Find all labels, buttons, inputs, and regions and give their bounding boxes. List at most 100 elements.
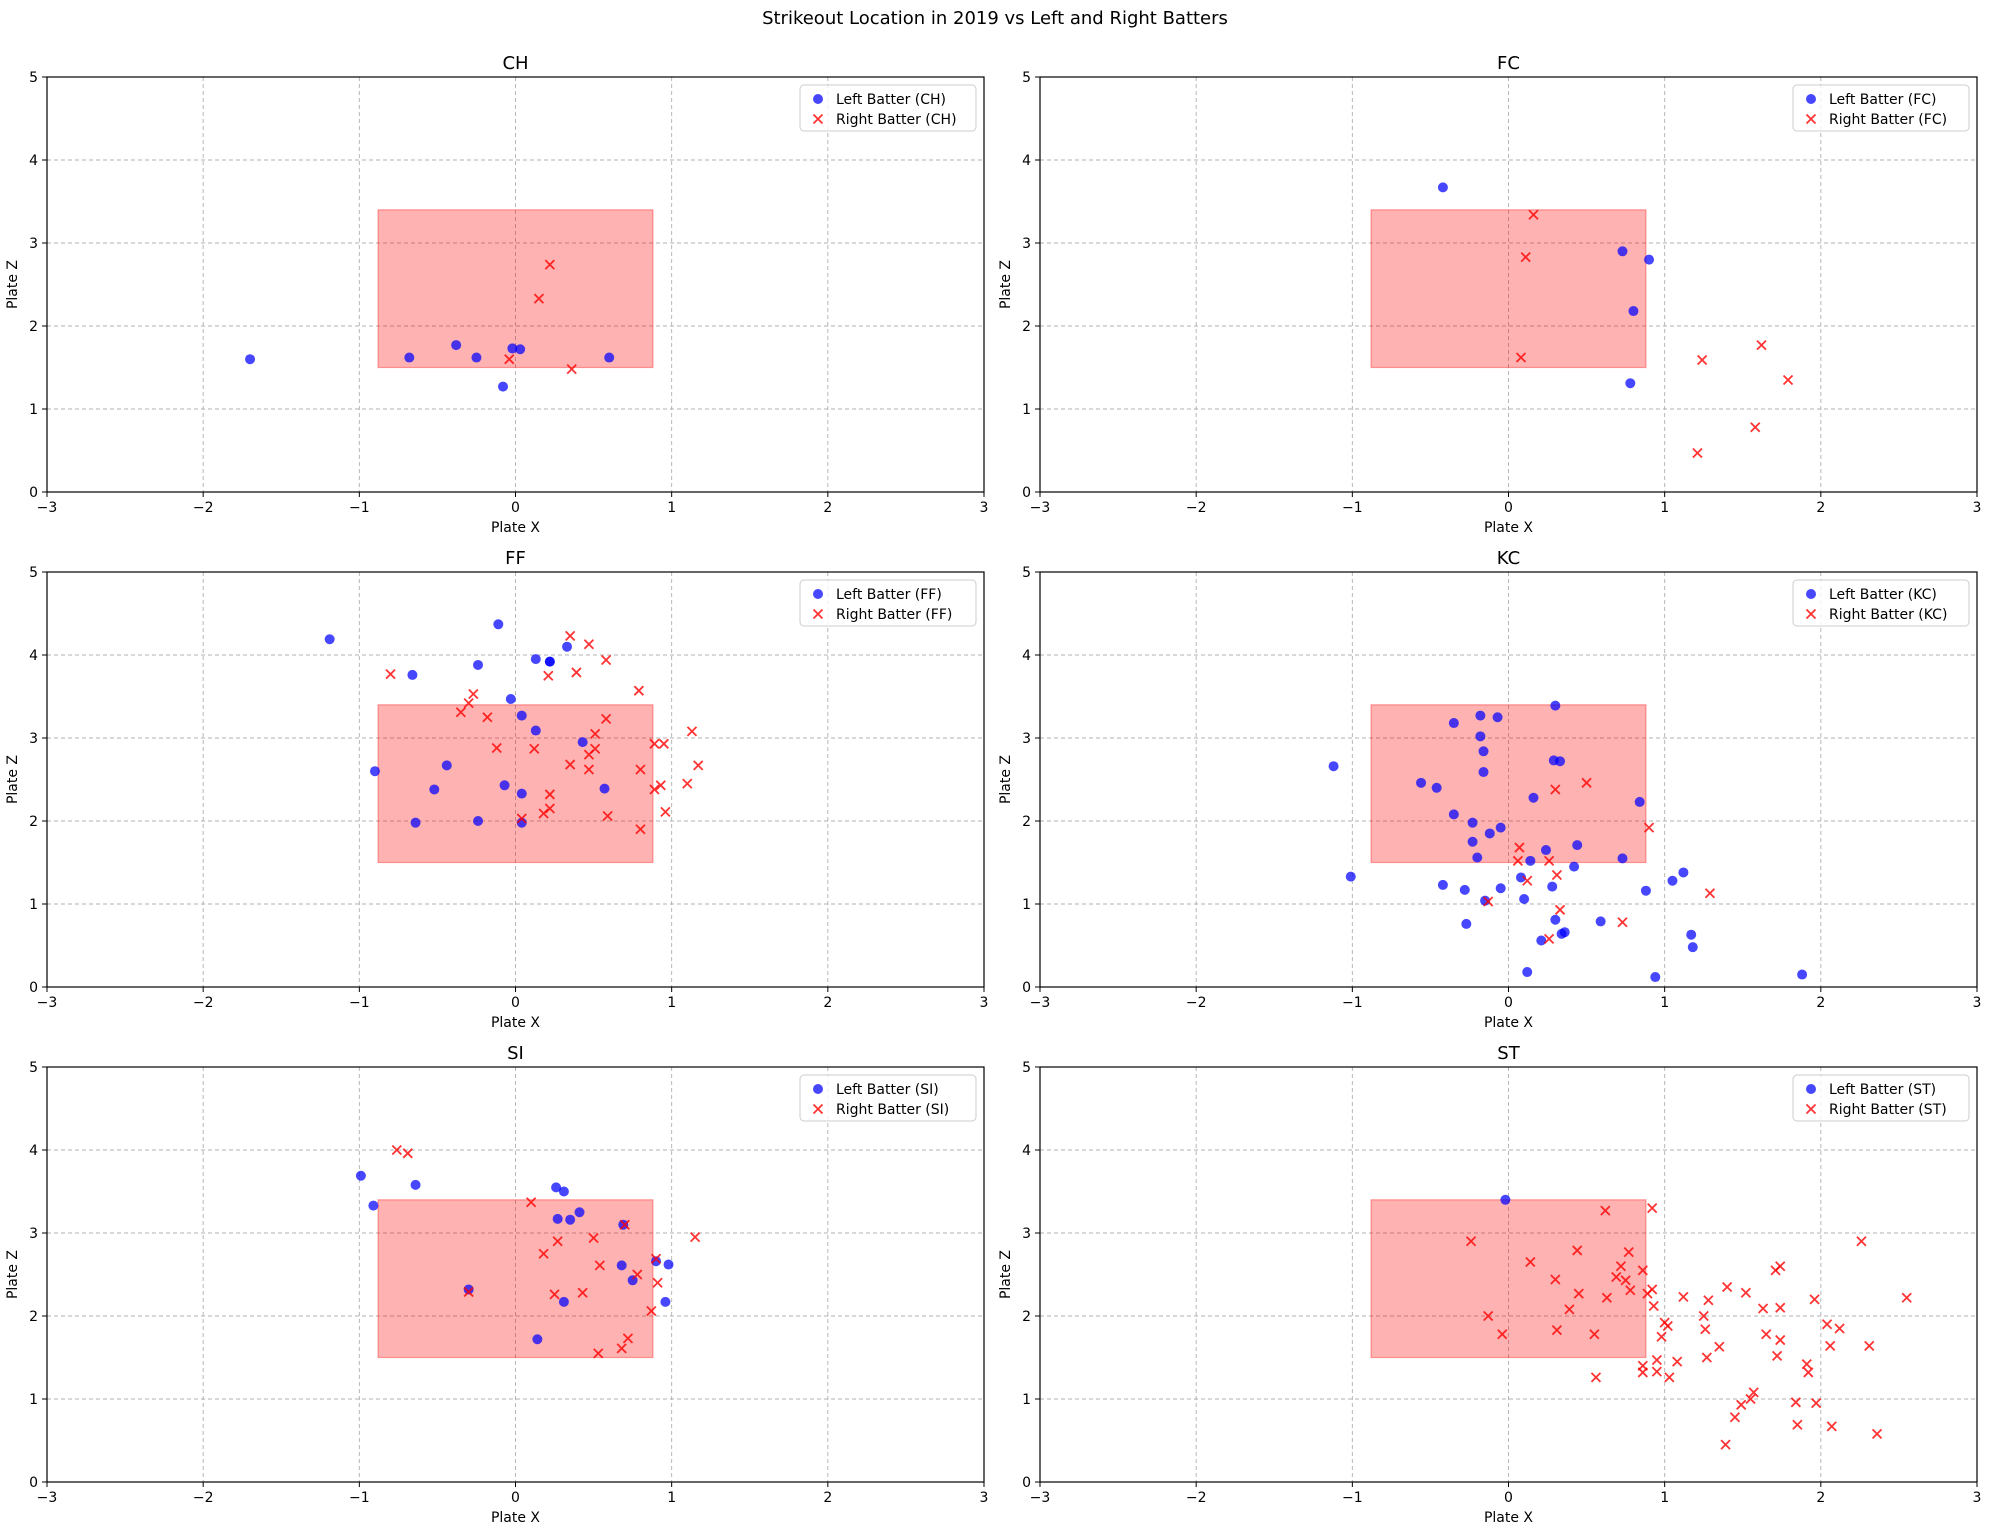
left-batter-point: [1515, 872, 1526, 883]
left-batter-point: [660, 1296, 671, 1307]
right-batter-point: [1745, 1393, 1756, 1405]
x-tick-label: −2: [1186, 995, 1207, 1011]
x-tick-label: 0: [1504, 1490, 1513, 1506]
legend-marker-left: [1806, 1084, 1816, 1094]
x-tick-label: −2: [193, 1490, 214, 1506]
y-axis-label: Plate Z: [998, 260, 1014, 309]
left-batter-point: [441, 760, 452, 771]
right-batter-point: [1483, 1310, 1494, 1322]
legend: Left Batter (FF) Right Batter (FF): [799, 579, 977, 627]
left-batter-point: [355, 1170, 366, 1181]
x-tick-label: −1: [1342, 500, 1363, 516]
y-tick-label: 2: [1022, 319, 1031, 335]
right-batter-point: [1554, 904, 1566, 915]
left-batter-point: [1467, 836, 1478, 847]
legend: Left Batter (CH) Right Batter (CH): [799, 84, 977, 132]
legend-marker-right: [1805, 1103, 1817, 1115]
y-axis-label: Plate Z: [5, 260, 21, 309]
right-batter-point: [565, 759, 576, 770]
x-tick-label: −2: [193, 500, 214, 516]
y-tick-label: 3: [29, 1226, 38, 1242]
left-batter-point: [1650, 972, 1661, 983]
left-batter-point: [507, 343, 518, 354]
legend: Left Batter (ST) Right Batter (ST): [1792, 1074, 1970, 1122]
left-batter-point: [1519, 894, 1530, 905]
x-tick-label: 2: [1816, 995, 1825, 1011]
left-batter-point: [1437, 182, 1448, 193]
left-batter-point: [407, 669, 418, 680]
left-batter-point: [574, 1207, 585, 1218]
left-batter-point: [368, 1200, 379, 1211]
right-batter-point: [1572, 1245, 1583, 1256]
legend-marker-left: [813, 1084, 823, 1094]
left-batter-point: [565, 1214, 576, 1225]
subplot-title: ST: [1497, 1043, 1520, 1064]
right-batter-point: [1525, 1256, 1536, 1268]
right-batter-point: [1701, 1352, 1712, 1363]
right-batter-point: [1792, 1419, 1803, 1430]
right-batter-point: [1600, 1205, 1611, 1216]
y-tick-label: 5: [1022, 565, 1031, 581]
left-batter-point: [530, 725, 541, 736]
y-tick-label: 3: [1022, 731, 1031, 747]
right-batter-point: [1520, 251, 1531, 263]
right-batter-point: [1803, 1367, 1814, 1378]
left-batter-point: [1328, 761, 1339, 772]
legend-box: [1792, 84, 1970, 132]
x-tick-label: 1: [1660, 500, 1669, 516]
strike-zone: [1370, 209, 1647, 369]
right-batter-point: [649, 738, 660, 749]
x-tick-label: 1: [1660, 995, 1669, 1011]
right-batter-point: [491, 742, 502, 754]
legend-label-right: Right Batter (ST): [1829, 1102, 1947, 1118]
x-axis-label: Plate X: [491, 1015, 540, 1031]
left-batter-point: [493, 619, 504, 630]
right-batter-point: [1550, 1274, 1561, 1285]
legend-label-right: Right Batter (SI): [836, 1102, 949, 1118]
y-tick-label: 5: [1022, 70, 1031, 86]
right-batter-point: [1801, 1359, 1812, 1370]
y-tick-label: 4: [29, 648, 38, 664]
right-batter-point: [1697, 354, 1708, 366]
right-batter-point: [1651, 1366, 1662, 1377]
left-batter-point: [1467, 817, 1478, 828]
x-tick-label: 1: [667, 995, 676, 1011]
right-batter-point: [1856, 1236, 1867, 1247]
right-batter-point: [538, 1248, 549, 1259]
y-tick-label: 0: [1022, 980, 1031, 996]
y-tick-label: 1: [29, 402, 38, 418]
right-batter-point: [600, 713, 612, 725]
left-batter-point: [1572, 840, 1583, 851]
left-batter-point: [1644, 254, 1655, 265]
right-batter-point: [583, 764, 595, 775]
legend-label-right: Right Batter (CH): [836, 112, 957, 128]
x-tick-label: 2: [1816, 1490, 1825, 1506]
right-batter-point: [1656, 1331, 1667, 1342]
right-batter-point: [571, 667, 582, 678]
y-tick-label: 2: [1022, 1309, 1031, 1325]
right-batter-point: [1703, 1295, 1714, 1306]
left-batter-point: [1617, 246, 1628, 257]
left-batter-point: [616, 1260, 627, 1271]
x-tick-label: −2: [193, 995, 214, 1011]
y-tick-label: 5: [29, 1060, 38, 1076]
legend-label-right: Right Batter (FF): [836, 607, 952, 623]
left-batter-point: [1555, 756, 1566, 767]
right-batter-point: [1834, 1323, 1845, 1334]
right-batter-point: [1564, 1304, 1575, 1315]
right-batter-point: [635, 764, 646, 775]
x-tick-label: −3: [37, 500, 58, 516]
right-batter-point: [1601, 1292, 1613, 1303]
right-batter-point: [1664, 1372, 1675, 1383]
right-batter-point: [1672, 1356, 1683, 1367]
y-tick-label: 5: [1022, 1060, 1031, 1076]
legend-label-left: Left Batter (CH): [836, 92, 946, 108]
x-tick-label: −1: [1342, 1490, 1363, 1506]
right-batter-point: [1692, 447, 1703, 459]
y-tick-label: 1: [1022, 1392, 1031, 1408]
left-batter-point: [551, 1182, 562, 1193]
right-batter-point: [1522, 875, 1533, 886]
right-batter-point: [660, 806, 671, 818]
right-batter-point: [602, 810, 613, 822]
x-tick-label: 3: [1973, 1490, 1982, 1506]
